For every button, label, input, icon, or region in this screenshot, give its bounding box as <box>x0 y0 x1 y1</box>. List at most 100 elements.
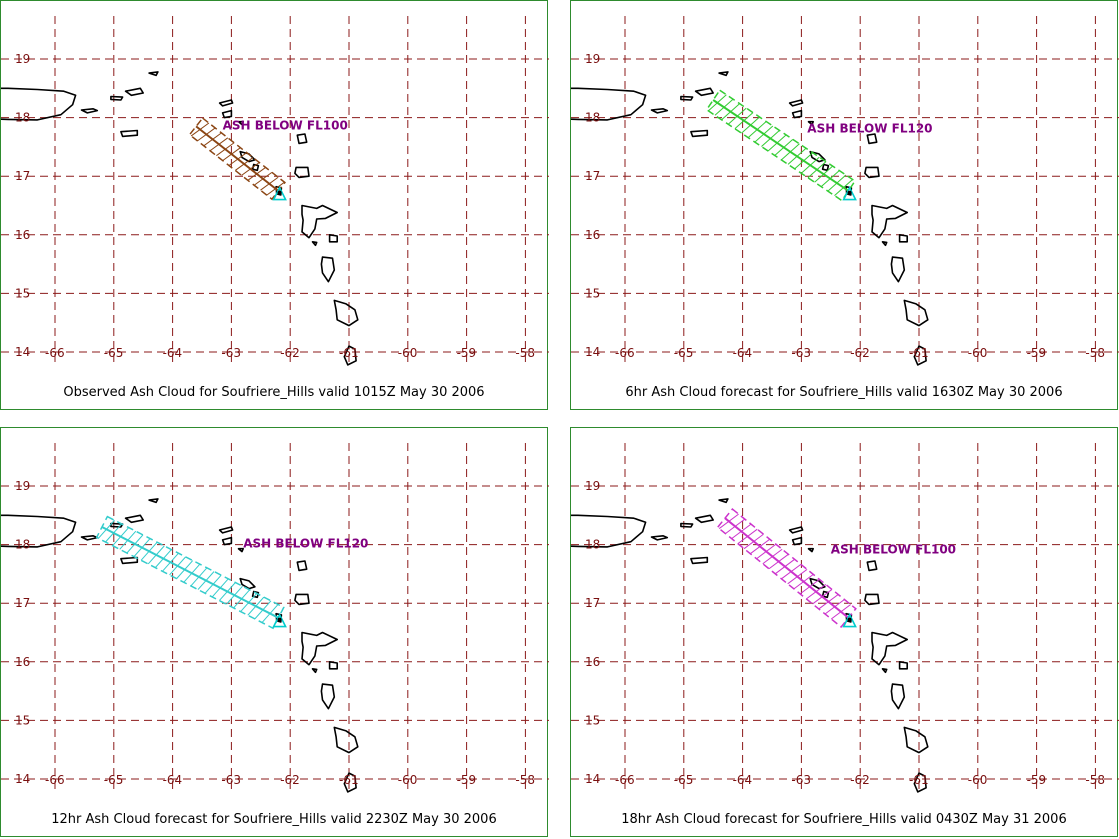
plume-hatch <box>197 127 216 142</box>
plume-hatch <box>234 157 254 171</box>
plume-hatch <box>721 103 740 121</box>
plume-hatch <box>241 162 260 176</box>
lat-tick-label: 14 <box>15 345 30 359</box>
plume-hatch <box>240 593 258 612</box>
coast-les-saintes <box>881 241 888 247</box>
lon-tick-label: -59 <box>1027 773 1047 787</box>
coast-marie-galante <box>898 234 908 243</box>
plume-hatch <box>222 147 241 162</box>
plume-hatch <box>768 553 789 570</box>
coast-martinique <box>903 299 929 327</box>
plume-axis <box>712 99 849 192</box>
plume-hatch <box>216 142 235 157</box>
lon-tick-label: -58 <box>1085 773 1105 787</box>
plume-hatch <box>747 121 767 138</box>
coast-martinique <box>333 299 359 327</box>
plume-hatch <box>731 523 752 540</box>
coast-guadeloupe <box>301 204 338 239</box>
coast-st-martin <box>221 536 233 546</box>
coastlines <box>1 71 359 366</box>
coast-puerto-rico <box>1 514 77 548</box>
plume-hatch <box>743 533 764 550</box>
plume-hatch <box>190 122 210 137</box>
coast-guadeloupe <box>301 631 338 666</box>
coast-nevis <box>821 163 830 172</box>
plume-hatch <box>824 599 845 615</box>
lat-tick-label: 15 <box>585 286 600 300</box>
plume-hatch <box>767 134 787 152</box>
coast-dominica <box>320 683 336 710</box>
coast-nevis <box>251 590 260 599</box>
lon-tick-label: -59 <box>457 773 477 787</box>
volcano-icon <box>842 185 857 201</box>
lon-tick-label: -66 <box>615 346 635 360</box>
plume-hatch <box>105 523 122 543</box>
coast-martinique <box>333 726 359 754</box>
cloud-label: ASH BELOW FL120 <box>243 537 368 551</box>
plume-hatch <box>218 582 236 601</box>
plume-hatch <box>266 181 285 196</box>
plume-hatch <box>774 138 794 156</box>
lon-tick-label: -64 <box>733 773 753 787</box>
ash-plume <box>705 89 857 202</box>
coast-st-croix <box>120 556 139 565</box>
lon-tick-label: -64 <box>163 346 183 360</box>
plume-hatch <box>226 585 243 605</box>
plume-hatch <box>781 563 802 580</box>
coast-nevis <box>821 590 830 599</box>
panel-12hr: ASH BELOW FL120 19 18 17 16 15 14 -66 -65 -64 -63 -… <box>0 427 549 837</box>
lon-tick-label: -66 <box>45 773 65 787</box>
plume-hatch <box>741 116 760 134</box>
plume-hatch <box>754 125 774 143</box>
plume-hatch <box>814 165 833 183</box>
coastlines <box>571 71 929 366</box>
plume-hatch <box>203 132 222 147</box>
lon-tick-label: -61 <box>339 773 359 787</box>
lat-tick-label: 19 <box>15 52 30 66</box>
plume-outline <box>705 89 857 202</box>
lon-tick-label: -64 <box>163 773 183 787</box>
lat-tick-label: 14 <box>15 772 30 786</box>
coast-antigua <box>294 166 310 179</box>
plume-hatch <box>806 584 827 600</box>
coast-dominica <box>320 256 336 283</box>
lat-tick-label: 18 <box>585 111 600 125</box>
plume-hatch <box>818 594 839 610</box>
lat-tick-label: 14 <box>585 345 600 359</box>
plume-hatch <box>781 143 800 161</box>
lat-tick-label: 16 <box>585 655 600 669</box>
plume-hatch <box>807 161 827 179</box>
coast-st-thomas <box>110 522 124 528</box>
coastlines <box>571 498 929 793</box>
coast-st-john-tortola <box>124 87 144 97</box>
grid <box>1 16 549 363</box>
plume-hatch <box>190 567 208 587</box>
coast-vieques <box>80 535 99 541</box>
plume-hatch <box>774 558 795 575</box>
plume-hatch <box>228 152 247 166</box>
coast-anegada <box>718 71 729 77</box>
lat-tick-label: 16 <box>15 228 30 242</box>
plume-hatch <box>162 552 179 572</box>
lon-tick-label: -59 <box>457 346 477 360</box>
lat-tick-label: 19 <box>15 479 30 493</box>
coast-vieques <box>650 535 669 541</box>
plume-hatch <box>827 174 847 192</box>
coast-anguilla <box>788 99 804 107</box>
volcano-point <box>847 617 852 622</box>
plume-hatch <box>707 94 727 112</box>
lat-tick-label: 15 <box>15 713 30 727</box>
ash-plume <box>716 508 857 629</box>
panel-observed: ASH BELOW FL100 19 18 17 16 15 14 -66 -65 -64 -63 -… <box>0 0 549 410</box>
lon-tick-label: -65 <box>674 346 694 360</box>
lon-tick-label: -59 <box>1027 346 1047 360</box>
coast-barbuda <box>866 560 878 572</box>
coast-st-martin <box>221 109 233 119</box>
coast-st-lucia <box>343 345 357 366</box>
coast-anguilla <box>218 99 234 107</box>
coast-st-martin <box>791 109 803 119</box>
volcano-icon <box>272 612 287 628</box>
lat-tick-label: 14 <box>585 772 600 786</box>
plume-hatch <box>247 596 265 616</box>
plume-hatch <box>260 176 279 191</box>
